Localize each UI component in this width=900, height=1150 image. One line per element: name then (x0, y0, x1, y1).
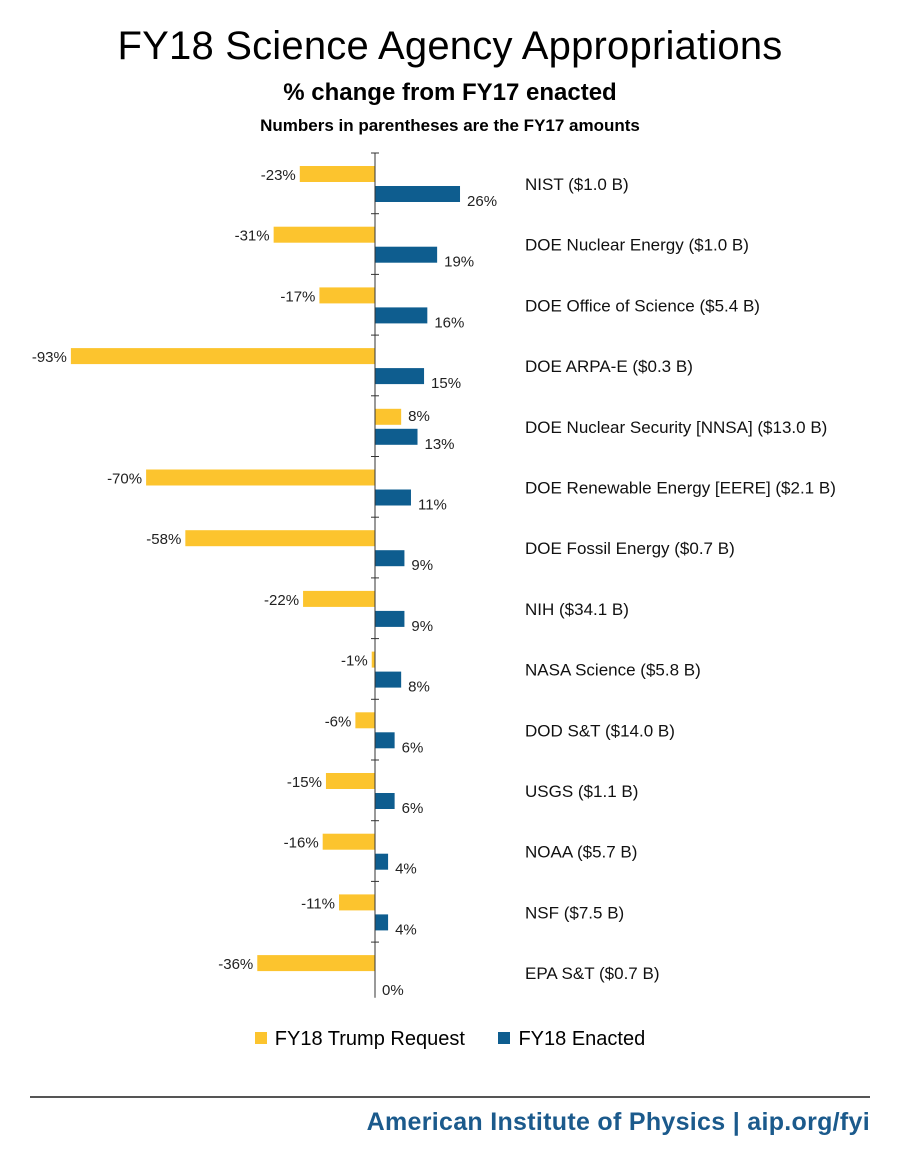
chart-subtitle: % change from FY17 enacted (283, 79, 617, 106)
bar-request-12 (339, 894, 375, 911)
data-label-request-3: -93% (32, 349, 67, 366)
category-label-3: DOE ARPA-E ($0.3 B) (525, 357, 693, 376)
bar-request-3 (70, 348, 375, 365)
data-label-enacted-4: 13% (425, 436, 455, 453)
bar-request-6 (185, 530, 375, 547)
bar-request-8 (371, 651, 375, 668)
data-label-enacted-3: 15% (431, 375, 461, 392)
category-label-1: DOE Nuclear Energy ($1.0 B) (525, 236, 749, 255)
data-label-request-1: -31% (235, 228, 270, 245)
data-label-enacted-5: 11% (418, 497, 447, 514)
bar-chart: -23% 26% NIST ($1.0 B) -31% 19% DOE Nuclear E… (32, 152, 836, 999)
bar-enacted-10 (375, 793, 395, 809)
data-label-request-2: -17% (280, 288, 315, 305)
bar-request-1 (273, 226, 375, 243)
data-label-enacted-13: 0% (382, 982, 404, 999)
data-label-enacted-12: 4% (395, 921, 417, 938)
bar-request-13 (257, 955, 375, 972)
data-label-enacted-2: 16% (434, 314, 464, 331)
data-label-enacted-11: 4% (395, 861, 417, 878)
legend-swatch-request (254, 1031, 267, 1044)
category-label-11: NOAA ($5.7 B) (525, 843, 637, 862)
category-label-6: DOE Fossil Energy ($0.7 B) (525, 539, 735, 558)
bar-request-9 (355, 712, 375, 729)
bar-request-4 (375, 408, 402, 425)
category-label-10: USGS ($1.1 B) (525, 782, 638, 801)
category-label-9: DOD S&T ($14.0 B) (525, 721, 675, 740)
bar-enacted-6 (375, 550, 405, 567)
footer-divider (30, 1096, 870, 1098)
category-label-7: NIH ($34.1 B) (525, 600, 629, 619)
category-label-12: NSF ($7.5 B) (525, 903, 624, 922)
data-label-request-4: 8% (408, 408, 430, 425)
legend-item-enacted: FY18 Enacted (498, 1026, 645, 1052)
bar-request-7 (303, 590, 375, 607)
category-label-4: DOE Nuclear Security [NNSA] ($13.0 B) (525, 418, 827, 437)
data-label-enacted-9: 6% (402, 739, 424, 756)
legend-item-request: FY18 Trump Request (254, 1026, 465, 1052)
bar-enacted-12 (375, 914, 389, 931)
bar-enacted-5 (375, 489, 411, 506)
data-label-enacted-6: 9% (411, 557, 433, 574)
bar-enacted-0 (375, 186, 461, 202)
legend: FY18 Trump Request FY18 Enacted (0, 1026, 900, 1052)
bar-enacted-11 (375, 853, 389, 870)
bar-request-10 (325, 773, 375, 789)
data-label-request-6: -58% (146, 531, 181, 548)
data-label-enacted-8: 8% (408, 679, 430, 696)
data-label-request-12: -11% (301, 895, 335, 912)
data-label-enacted-0: 26% (467, 193, 497, 210)
bar-enacted-1 (375, 246, 438, 263)
bar-enacted-7 (375, 610, 405, 627)
data-label-request-10: -15% (287, 774, 322, 791)
data-label-request-11: -16% (284, 835, 319, 852)
legend-label-request: FY18 Trump Request (274, 1028, 465, 1050)
bar-enacted-2 (375, 307, 428, 324)
bar-enacted-9 (375, 732, 395, 749)
bar-request-2 (319, 287, 375, 304)
category-label-13: EPA S&T ($0.7 B) (525, 964, 660, 983)
chart-note: Numbers in parentheses are the FY17 amou… (260, 116, 640, 135)
category-label-2: DOE Office of Science ($5.4 B) (525, 296, 760, 315)
data-label-enacted-10: 6% (402, 800, 424, 817)
data-label-request-13: -36% (218, 956, 253, 973)
bar-request-5 (146, 469, 375, 486)
data-label-request-7: -22% (264, 592, 299, 609)
legend-label-enacted: FY18 Enacted (518, 1028, 646, 1050)
chart-title: FY18 Science Agency Appropriations (117, 24, 783, 68)
data-label-request-5: -70% (107, 471, 142, 488)
bar-request-11 (322, 833, 375, 850)
footer-credit: American Institute of Physics | aip.org/… (366, 1108, 870, 1136)
bar-enacted-8 (375, 671, 402, 688)
category-label-0: NIST ($1.0 B) (525, 175, 629, 194)
bar-enacted-3 (375, 368, 425, 385)
category-label-8: NASA Science ($5.8 B) (525, 661, 701, 680)
data-label-enacted-7: 9% (411, 618, 433, 635)
legend-swatch-enacted (498, 1031, 511, 1044)
data-label-enacted-1: 19% (444, 254, 474, 271)
data-label-request-9: -6% (325, 713, 352, 730)
data-label-request-8: -1% (341, 653, 368, 670)
bar-enacted-4 (375, 428, 418, 445)
category-label-5: DOE Renewable Energy [EERE] ($2.1 B) (525, 479, 836, 498)
data-label-request-0: -23% (261, 167, 296, 184)
bar-request-0 (299, 166, 375, 182)
